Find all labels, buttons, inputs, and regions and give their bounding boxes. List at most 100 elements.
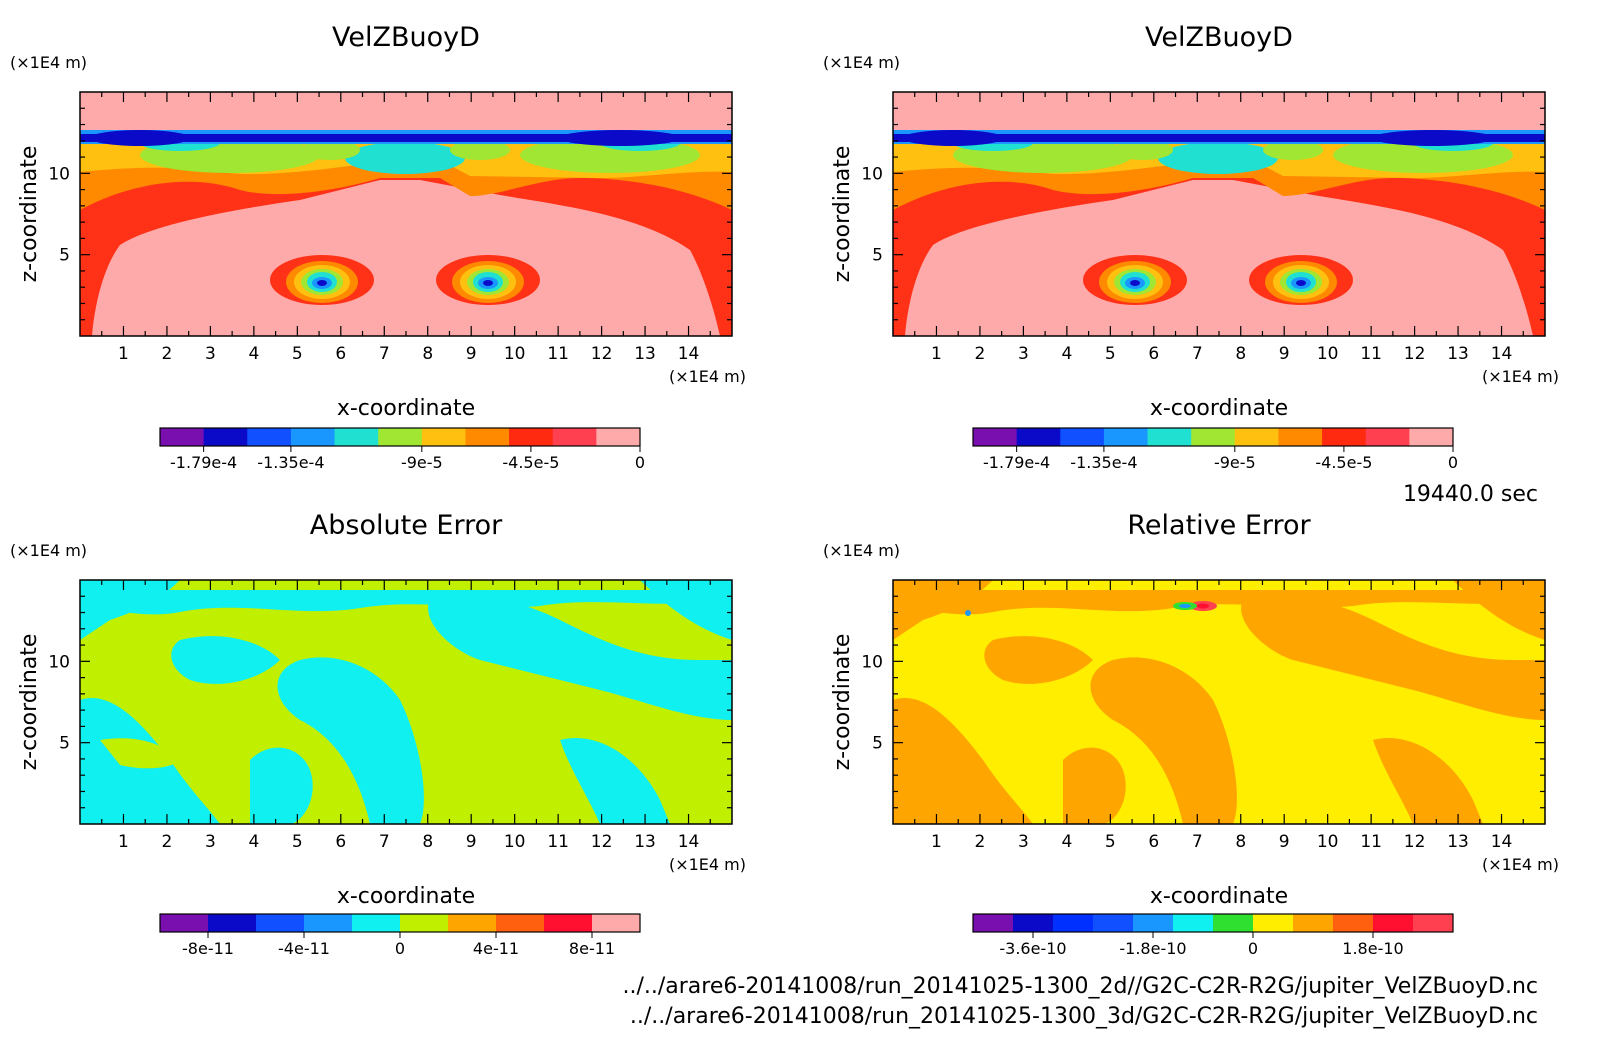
colorbar-tick-label: -4e-11 (278, 939, 330, 958)
x-unit-label: (×1E4 m) (669, 855, 746, 874)
x-tick-label: 1 (931, 344, 942, 364)
x-unit-label: (×1E4 m) (669, 367, 746, 386)
y-unit-label: (×1E4 m) (823, 541, 900, 560)
colorbar-tick-label: -1.79e-4 (983, 453, 1050, 472)
x-tick-label: 9 (1279, 832, 1290, 852)
x-tick-label: 4 (1061, 832, 1072, 852)
chart-title: VelZBuoyD (332, 22, 480, 53)
colorbar-swatch (1013, 914, 1054, 932)
colorbar-tick-label: -9e-5 (401, 453, 443, 472)
colorbar-tick-label: -1.79e-4 (170, 453, 237, 472)
x-tick-label: 12 (591, 832, 613, 852)
y-tick-label: 10 (48, 652, 70, 672)
x-tick-label: 3 (1018, 344, 1029, 364)
x-tick-label: 11 (1360, 344, 1382, 364)
x-tick-label: 12 (1404, 344, 1426, 364)
colorbar-swatch (973, 914, 1014, 932)
x-tick-label: 7 (379, 832, 390, 852)
colorbar-swatch (1373, 914, 1414, 932)
colorbar-tick-label: 1.8e-10 (1342, 939, 1403, 958)
colorbar-tick-label: 0 (1448, 453, 1458, 472)
y-axis-label: z-coordinate (830, 146, 855, 283)
colorbar-frame (972, 427, 1454, 447)
x-tick-label: 8 (422, 344, 433, 364)
colorbar-tick-label: -9e-5 (1214, 453, 1256, 472)
chart-title: VelZBuoyD (1145, 22, 1293, 53)
colorbar-swatch (496, 914, 545, 932)
colorbar-swatch (378, 428, 423, 446)
y-tick-label: 10 (861, 652, 883, 672)
rel-error-field (893, 580, 1545, 824)
x-tick-label: 13 (634, 832, 656, 852)
colorbar-frame (972, 913, 1454, 933)
x-tick-label: 6 (335, 344, 346, 364)
x-tick-label: 1 (118, 832, 129, 852)
colorbar-swatch (448, 914, 497, 932)
x-tick-label: 10 (504, 832, 526, 852)
y-tick-label: 10 (48, 164, 70, 184)
x-tick-label: 5 (1105, 832, 1116, 852)
x-tick-label: 12 (1404, 832, 1426, 852)
colorbar-tick-label: 0 (395, 939, 405, 958)
x-tick-label: 11 (547, 344, 569, 364)
x-unit-label: (×1E4 m) (1482, 855, 1559, 874)
x-tick-label: 11 (547, 832, 569, 852)
y-tick-label: 5 (872, 734, 883, 754)
colorbar-tick-label: -4.5e-5 (502, 453, 559, 472)
x-tick-label: 4 (248, 832, 259, 852)
x-tick-label: 14 (1491, 344, 1513, 364)
colorbar-tick-label: -1.35e-4 (257, 453, 324, 472)
x-axis-label: x-coordinate (1150, 884, 1288, 909)
colorbar-tick-label: 0 (635, 453, 645, 472)
x-axis-label: x-coordinate (337, 396, 475, 421)
colorbar-swatch (1253, 914, 1294, 932)
colorbar-swatch (304, 914, 353, 932)
colorbar-swatch (400, 914, 449, 932)
x-tick-label: 14 (678, 344, 700, 364)
colorbar-swatch (1213, 914, 1254, 932)
x-tick-label: 8 (422, 832, 433, 852)
y-axis-label: z-coordinate (17, 146, 42, 283)
colorbar-swatch (290, 428, 336, 446)
colorbar-tick-label: -1.8e-10 (1119, 939, 1186, 958)
x-tick-label: 10 (1317, 832, 1339, 852)
x-tick-label: 8 (1235, 344, 1246, 364)
colorbar-swatch (1133, 914, 1174, 932)
x-tick-label: 5 (292, 832, 303, 852)
x-tick-label: 1 (118, 344, 129, 364)
x-tick-label: 9 (466, 832, 477, 852)
x-tick-label: 13 (1447, 344, 1469, 364)
colorbar-swatch (1191, 428, 1236, 446)
x-tick-label: 2 (975, 832, 986, 852)
colorbar-swatch (334, 428, 379, 446)
velz-field-right (893, 92, 1545, 336)
x-tick-label: 2 (162, 344, 173, 364)
x-tick-label: 6 (335, 832, 346, 852)
velz-field-left (80, 92, 732, 336)
x-tick-label: 9 (1279, 344, 1290, 364)
x-tick-label: 7 (379, 344, 390, 364)
colorbar-swatch (1322, 428, 1367, 446)
x-unit-label: (×1E4 m) (1482, 367, 1559, 386)
footer-path-3d: ../../arare6-20141008/run_20141025-1300_… (629, 1004, 1538, 1029)
colorbar-swatch (160, 428, 205, 446)
colorbar-swatch (1413, 914, 1454, 932)
colorbar-tick-label: 0 (1248, 939, 1258, 958)
colorbar-swatch (1103, 428, 1149, 446)
colorbar-tick-label: 8e-11 (569, 939, 615, 958)
y-unit-label: (×1E4 m) (10, 541, 87, 560)
colorbar-swatch (509, 428, 554, 446)
y-tick-label: 10 (861, 164, 883, 184)
colorbar-swatch (352, 914, 401, 932)
x-tick-label: 10 (1317, 344, 1339, 364)
colorbar-swatch (160, 914, 209, 932)
x-tick-label: 1 (931, 832, 942, 852)
x-tick-label: 6 (1148, 344, 1159, 364)
colorbar-swatch (1147, 428, 1192, 446)
y-unit-label: (×1E4 m) (10, 53, 87, 72)
colorbar-swatch (465, 428, 510, 446)
time-label: 19440.0 sec (1402, 482, 1538, 507)
y-axis-label: z-coordinate (830, 634, 855, 771)
x-tick-label: 14 (678, 832, 700, 852)
